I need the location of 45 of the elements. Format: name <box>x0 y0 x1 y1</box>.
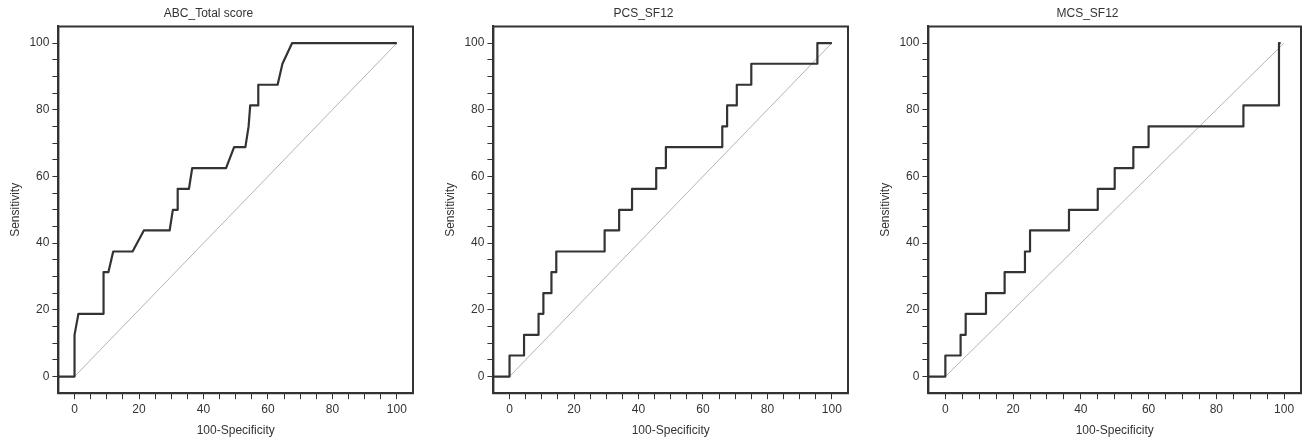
chart-title: PCS_SF12 <box>613 5 674 20</box>
x-tick-label: 40 <box>1074 401 1088 416</box>
x-tick-label: 100 <box>386 401 408 416</box>
y-tick-label: 80 <box>906 102 920 117</box>
x-axis-title: 100-Specificity <box>631 423 710 438</box>
y-tick-label: 0 <box>912 368 920 383</box>
chart-title: ABC_Total score <box>163 5 254 20</box>
x-axis-title: 100-Specificity <box>196 423 275 438</box>
y-axis-title: Sensitivity <box>442 182 457 237</box>
y-axis-title: Sensitivity <box>877 182 892 237</box>
x-tick-label: 100 <box>1274 401 1295 416</box>
y-tick-label: 100 <box>899 35 920 50</box>
x-tick-label: 20 <box>132 401 146 416</box>
y-tick-label: 100 <box>464 35 485 50</box>
y-tick-label: 0 <box>477 368 485 383</box>
x-tick-label: 20 <box>1006 401 1021 416</box>
y-tick-label: 40 <box>471 235 485 250</box>
x-tick-label: 80 <box>325 401 340 416</box>
x-tick-label: 80 <box>1209 401 1224 416</box>
x-tick-label: 100 <box>821 401 843 416</box>
y-tick-label: 60 <box>906 168 920 183</box>
y-tick-label: 40 <box>906 235 920 250</box>
y-tick-label: 0 <box>42 368 50 383</box>
x-tick-label: 0 <box>942 401 950 416</box>
chart-title: MCS_SF12 <box>1056 5 1119 20</box>
y-tick-label: 60 <box>36 168 50 183</box>
x-tick-label: 60 <box>696 401 710 416</box>
x-axis-title: 100-Specificity <box>1075 423 1154 438</box>
x-tick-label: 60 <box>1141 401 1156 416</box>
x-tick-label: 40 <box>631 401 646 416</box>
x-tick-label: 0 <box>71 401 79 416</box>
x-tick-label: 40 <box>196 401 211 416</box>
x-tick-label: 20 <box>567 401 581 416</box>
y-tick-label: 80 <box>36 102 50 117</box>
y-tick-label: 20 <box>36 302 50 317</box>
x-tick-label: 60 <box>261 401 275 416</box>
y-tick-label: 40 <box>36 235 50 250</box>
y-tick-label: 20 <box>471 302 485 317</box>
y-axis-title: Sensitivity <box>7 182 22 237</box>
x-tick-label: 0 <box>506 401 514 416</box>
x-tick-label: 80 <box>760 401 775 416</box>
y-tick-label: 100 <box>29 35 50 50</box>
y-tick-label: 20 <box>906 302 920 317</box>
y-tick-label: 80 <box>471 102 485 117</box>
y-tick-label: 60 <box>471 168 485 183</box>
